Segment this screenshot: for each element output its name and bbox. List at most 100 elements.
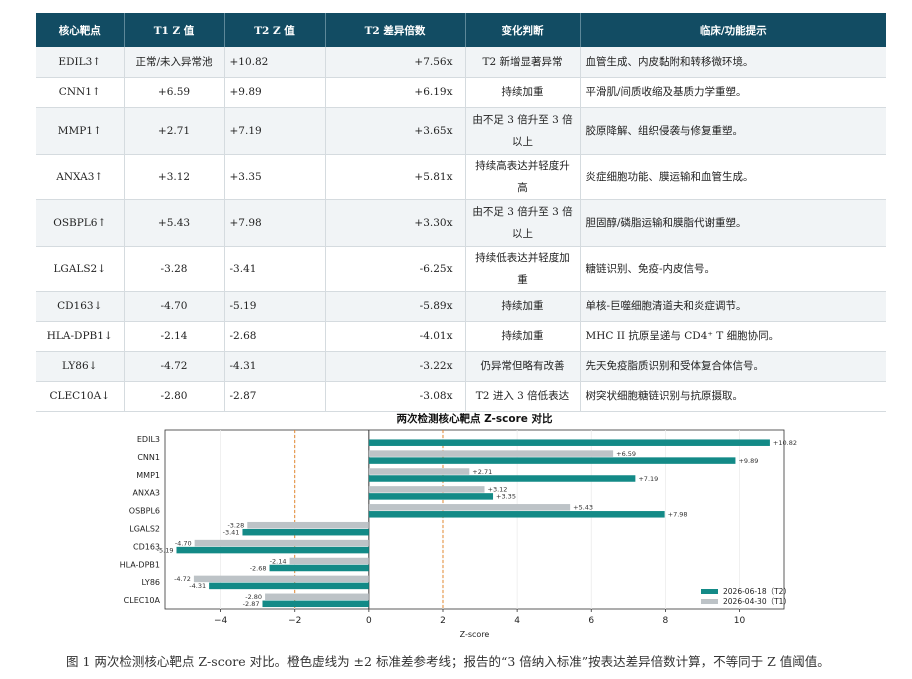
cell-change: 由不足 3 倍升至 3 倍以上 [465,199,581,247]
header-fold: T2 差异倍数 [325,13,466,47]
cell-target: EDIL3↑ [36,47,125,78]
table-row: EDIL3↑ 正常/未入异常池 +10.82 +7.56x T2 新增显著异常 血管生成、… [36,47,886,78]
bar-t1 [193,575,369,583]
x-tick-label: −4 [214,616,228,626]
table-row: CLEC10A↓ -2.80 -2.87 -3.08x T2 进入 3 倍低表达 树突状细… [36,381,886,412]
bar-t1 [368,450,614,457]
cell-change: 持续加重 [465,77,581,108]
bar-t2 [262,600,369,608]
cell-change: 持续加重 [465,321,581,352]
header-target: 核心靶点 [36,13,125,47]
cell-t1: -2.14 [124,321,225,352]
chart-title: 两次检测核心靶点 Z-score 对比 [396,412,553,425]
category-label: LGALS2 [129,524,160,533]
cell-target: CNN1↑ [36,77,125,108]
category-label: EDIL3 [137,435,160,444]
cell-t2: -2.68 [224,321,326,352]
bar-t2 [368,475,636,482]
table-row: LGALS2↓ -3.28 -3.41 -6.25x 持续低表达并轻度加重 糖链识别、免疫… [36,246,886,292]
bar-value-label: -5.19 [157,546,174,554]
cell-note: 胶原降解、组织侵袭与修复重塑。 [580,107,886,155]
cell-target: HLA-DPB1↓ [36,321,125,352]
cell-t2: +3.35 [224,154,326,200]
x-tick-label: 10 [734,616,746,626]
bar-t2 [269,564,369,572]
cell-fold: -6.25x [325,246,466,292]
category-label: CD163 [133,542,160,551]
cell-t2: -3.41 [224,246,326,292]
cell-change: 持续高表达并轻度升高 [465,154,581,200]
cell-target: CLEC10A↓ [36,381,125,412]
bar-value-label: +10.82 [773,439,797,447]
header-note: 临床/功能提示 [580,13,886,47]
cell-target: OSBPL6↑ [36,199,125,247]
bar-value-label: +7.98 [668,511,688,519]
table-row: LY86↓ -4.72 -4.31 -3.22x 仍异常但略有改善 先天免疫脂质识别和受体… [36,351,886,382]
table-row: ANXA3↑ +3.12 +3.35 +5.81x 持续高表达并轻度升高 炎症细胞功能、膜… [36,154,886,200]
cell-note: MHC II 抗原呈递与 CD4⁺ T 细胞协同。 [580,321,886,352]
bar-value-label: -2.14 [270,557,287,565]
category-label: MMP1 [136,471,160,480]
cell-t1: 正常/未入异常池 [124,47,225,78]
bar-t2 [368,493,494,500]
bar-value-label: -3.28 [227,521,244,529]
bar-t1 [368,468,470,475]
cell-t2: +10.82 [224,47,326,78]
x-tick-label: 2 [440,616,446,626]
bar-value-label: -2.68 [250,564,267,572]
bar-value-label: +3.12 [488,486,508,494]
cell-fold: +5.81x [325,154,466,200]
x-tick-label: 8 [663,616,669,626]
cell-t1: +3.12 [124,154,225,200]
bar-value-label: -4.72 [174,575,191,583]
legend-swatch-t2 [701,589,718,594]
cell-fold: -4.01x [325,321,466,352]
bar-t2 [209,582,369,590]
bar-t1 [289,557,369,565]
x-tick-label: −2 [288,616,301,626]
bar-t2 [368,511,665,518]
cell-change: 仍异常但略有改善 [465,351,581,382]
table-row: MMP1↑ +2.71 +7.19 +3.65x 由不足 3 倍升至 3 倍以上 胶原降解… [36,107,886,155]
x-tick-label: 4 [514,616,520,626]
cell-note: 树突状细胞糖链识别与抗原摄取。 [580,381,886,412]
cell-note: 糖链识别、免疫-内皮信号。 [580,246,886,292]
x-axis-label: Z-score [460,630,490,639]
legend-label-t2: 2026-06-18（T2） [723,587,791,596]
cell-change: 持续低表达并轻度加重 [465,246,581,292]
bar-t2 [176,546,369,554]
cell-target: LY86↓ [36,351,125,382]
bar-t2 [368,439,770,446]
legend-swatch-t1 [701,599,718,604]
bar-value-label: -4.31 [189,582,206,590]
category-label: OSBPL6 [129,507,160,516]
target-table: 核心靶点 T1 Z 值 T2 Z 值 T2 差异倍数 变化判断 临床/功能提示 … [36,13,886,412]
cell-t1: +2.71 [124,107,225,155]
cell-note: 血管生成、内皮黏附和转移微环境。 [580,47,886,78]
cell-t1: +6.59 [124,77,225,108]
bar-t1 [247,521,369,529]
bar-t1 [265,593,369,601]
cell-fold: +3.65x [325,107,466,155]
bar-t2 [242,528,369,536]
legend-label-t1: 2026-04-30（T1） [723,597,791,606]
x-tick-label: 6 [588,616,594,626]
cell-change: 由不足 3 倍升至 3 倍以上 [465,107,581,155]
bar-value-label: +6.59 [616,450,636,458]
cell-change: T2 进入 3 倍低表达 [465,381,581,412]
zscore-chart-svg: −4 −2 0 2 4 6 8 10 EDIL3 +10.82 CNN1 +6.59 +9.89 MMP1… [120,412,797,639]
cell-change: T2 新增显著异常 [465,47,581,78]
bar-value-label: -4.70 [175,539,192,547]
header-t1: T1 Z 值 [124,13,225,47]
bar-value-label: +2.71 [472,468,492,476]
cell-target: ANXA3↑ [36,154,125,200]
cell-t2: +7.98 [224,199,326,247]
cell-note: 单核-巨噬细胞清道夫和炎症调节。 [580,291,886,322]
category-label: CLEC10A [124,596,161,605]
cell-t1: +5.43 [124,199,225,247]
category-label: LY86 [142,578,160,587]
cell-note: 炎症细胞功能、膜运输和血管生成。 [580,154,886,200]
plot-frame [164,429,785,610]
table-row: OSBPL6↑ +5.43 +7.98 +3.30x 由不足 3 倍升至 3 倍以上 胆固… [36,199,886,247]
bar-value-label: +7.19 [638,475,658,483]
